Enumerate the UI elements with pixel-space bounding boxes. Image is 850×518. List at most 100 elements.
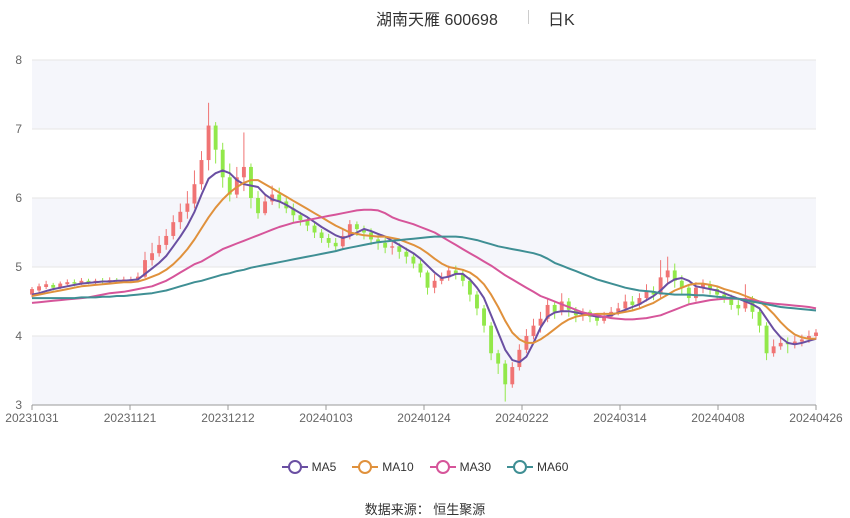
candle-body bbox=[722, 294, 727, 299]
candle bbox=[701, 279, 705, 294]
candle bbox=[37, 283, 42, 294]
candle-body bbox=[630, 301, 635, 305]
candle-body bbox=[736, 304, 741, 309]
candle-body bbox=[312, 225, 317, 233]
candle-body bbox=[157, 244, 162, 254]
candle-body bbox=[199, 160, 204, 185]
candle bbox=[44, 280, 49, 290]
candle-body bbox=[679, 280, 684, 288]
candle bbox=[234, 166, 239, 198]
candle bbox=[178, 203, 183, 230]
candle-body bbox=[425, 272, 430, 288]
candle-body bbox=[531, 325, 536, 336]
candle-body bbox=[729, 298, 734, 305]
candle-body bbox=[249, 166, 253, 198]
candle bbox=[192, 170, 197, 209]
candle-body bbox=[715, 289, 720, 295]
background-band bbox=[32, 198, 816, 267]
candle-body bbox=[757, 311, 762, 326]
candle-body bbox=[792, 341, 797, 345]
candle bbox=[771, 339, 776, 357]
candle bbox=[390, 240, 395, 255]
candle bbox=[708, 280, 712, 295]
candle bbox=[425, 270, 430, 295]
candle-body bbox=[475, 294, 479, 309]
candle-body bbox=[263, 201, 268, 214]
candle bbox=[213, 122, 218, 164]
candles bbox=[30, 102, 818, 402]
candle bbox=[411, 253, 416, 269]
candle-body bbox=[397, 246, 402, 252]
legend-item-ma10[interactable]: MA10 bbox=[352, 458, 414, 476]
candle-body bbox=[383, 242, 388, 248]
candle-body bbox=[164, 235, 169, 245]
candle bbox=[672, 263, 677, 288]
candle-body bbox=[213, 125, 218, 150]
candle bbox=[164, 229, 169, 250]
candle-body bbox=[326, 238, 331, 243]
candle bbox=[312, 222, 317, 239]
candle-body bbox=[743, 298, 748, 309]
candle-body bbox=[482, 308, 486, 326]
candle-body bbox=[799, 339, 804, 342]
candle-body bbox=[566, 301, 571, 310]
candle-body bbox=[354, 224, 359, 230]
candle bbox=[467, 277, 472, 302]
candle-body bbox=[298, 215, 303, 221]
candle bbox=[432, 273, 437, 294]
y-tick-label: 7 bbox=[15, 122, 22, 136]
candle bbox=[814, 329, 818, 340]
period-selector[interactable]: 日K bbox=[548, 12, 575, 29]
candle-body bbox=[65, 282, 70, 285]
candle bbox=[157, 235, 162, 257]
candle-body bbox=[376, 239, 381, 243]
candle bbox=[199, 151, 204, 190]
candle-body bbox=[305, 220, 310, 226]
candle bbox=[291, 203, 296, 223]
series-line-ma60 bbox=[32, 235, 817, 312]
candle-body bbox=[390, 246, 395, 248]
legend-item-ma5[interactable]: MA5 bbox=[281, 458, 337, 476]
candle bbox=[665, 256, 670, 285]
candle-body bbox=[517, 349, 522, 368]
candle-body bbox=[411, 256, 416, 264]
legend-label: MA5 bbox=[311, 460, 337, 474]
background-band bbox=[32, 60, 816, 129]
moving-average-lines bbox=[31, 169, 817, 364]
candle-body bbox=[143, 260, 147, 277]
candle-body bbox=[171, 222, 176, 236]
background-band bbox=[32, 336, 816, 405]
candle-body bbox=[136, 276, 140, 280]
candle-body bbox=[418, 263, 423, 273]
candle-body bbox=[51, 284, 56, 288]
candle-body bbox=[446, 270, 451, 278]
candle-body bbox=[291, 208, 296, 216]
candle bbox=[496, 349, 501, 374]
candle bbox=[277, 187, 282, 209]
candle-body bbox=[432, 280, 437, 288]
candle-body bbox=[510, 367, 515, 385]
y-tick-label: 8 bbox=[15, 53, 22, 67]
candle-body bbox=[227, 177, 232, 195]
y-axis: 3 4 5 6 7 8 bbox=[15, 53, 22, 412]
candle bbox=[185, 191, 190, 219]
legend-item-ma30[interactable]: MA30 bbox=[429, 458, 492, 476]
candle bbox=[531, 318, 536, 340]
candle-body bbox=[439, 277, 444, 281]
x-tick-label: 20240408 bbox=[691, 411, 745, 425]
candle-body bbox=[30, 289, 34, 295]
candle-body bbox=[708, 284, 712, 290]
candle-body bbox=[178, 211, 183, 223]
x-tick-label: 20231121 bbox=[104, 411, 157, 425]
candle-body bbox=[185, 203, 190, 212]
candle bbox=[333, 238, 338, 252]
legend-item-ma60[interactable]: MA60 bbox=[507, 458, 568, 476]
candle bbox=[764, 322, 769, 361]
candle bbox=[256, 191, 260, 219]
candle-body bbox=[220, 149, 225, 178]
legend-label: MA60 bbox=[537, 460, 569, 474]
x-tick-label: 20231212 bbox=[201, 411, 255, 425]
legend-label: MA30 bbox=[459, 460, 492, 474]
candle-body bbox=[460, 273, 465, 281]
